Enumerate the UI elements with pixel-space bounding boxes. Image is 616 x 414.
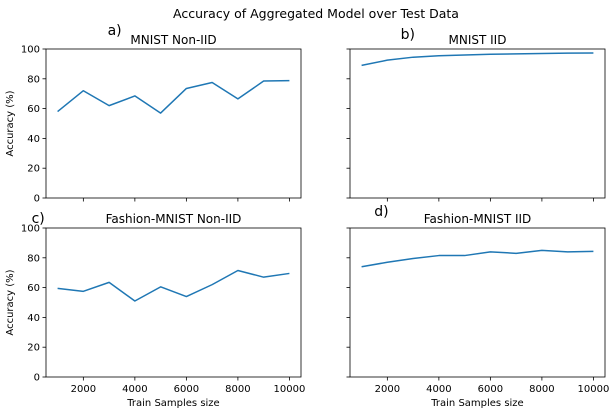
axes-frame <box>349 227 606 378</box>
y-tick-label: 60 <box>27 104 40 115</box>
y-tick-label: 80 <box>27 74 40 85</box>
y-tick-label: 20 <box>27 164 40 175</box>
panel-label: b) <box>401 27 415 43</box>
subplot-3: 0 20 40 60 80 100 2000 4000 6000 8000 10000 Fashion… <box>5 211 305 409</box>
axes-frame <box>45 227 302 378</box>
subplot-title: MNIST IID <box>449 33 507 47</box>
subplot-4: 2000 4000 6000 8000 10000 Fashion-MNIST IID d)… <box>346 204 610 409</box>
axes-frame <box>45 48 302 199</box>
y-tick-label: 0 <box>34 373 40 384</box>
y-axis-label: Accuracy (%) <box>5 269 16 335</box>
series-line <box>57 269 290 302</box>
x-tick-label: 4000 <box>426 384 451 395</box>
subplot-2: MNIST IID b) <box>346 27 606 202</box>
y-tick-label: 60 <box>27 283 40 294</box>
x-axis-label: Train Samples size <box>430 398 523 409</box>
subplot-title: Fashion-MNIST Non-IID <box>106 212 242 226</box>
series-line <box>361 249 594 268</box>
x-tick-label: 8000 <box>225 384 250 395</box>
x-tick-label: 6000 <box>478 384 503 395</box>
y-tick-label: 40 <box>27 313 40 324</box>
subplot-title: MNIST Non-IID <box>130 33 216 47</box>
y-axis-label: Accuracy (%) <box>5 90 16 156</box>
x-tick-label: 8000 <box>529 384 554 395</box>
y-tick-label: 100 <box>21 45 40 56</box>
y-tick-label: 40 <box>27 134 40 145</box>
x-tick-label: 10000 <box>274 384 306 395</box>
y-tick-label: 80 <box>27 253 40 264</box>
y-tick-label: 100 <box>21 224 40 235</box>
x-tick-label: 6000 <box>174 384 199 395</box>
series-line <box>57 79 290 114</box>
panel-label: a) <box>108 23 122 39</box>
y-tick-label: 0 <box>34 194 40 205</box>
series-line <box>361 52 594 67</box>
subplot-1: 0 20 40 60 80 100 MNIST Non-IID a) Accuracy (%) <box>5 23 302 205</box>
y-tick-label: 20 <box>27 343 40 354</box>
subplot-title: Fashion-MNIST IID <box>424 212 532 226</box>
x-tick-label: 4000 <box>122 384 147 395</box>
x-tick-label: 2000 <box>375 384 400 395</box>
x-axis-label: Train Samples size <box>126 398 219 409</box>
panel-label: c) <box>32 211 45 227</box>
x-tick-label: 2000 <box>71 384 96 395</box>
x-tick-label: 10000 <box>578 384 610 395</box>
panel-label: d) <box>374 204 388 220</box>
figure-suptitle: Accuracy of Aggregated Model over Test D… <box>173 6 459 21</box>
axes-frame <box>349 48 606 199</box>
